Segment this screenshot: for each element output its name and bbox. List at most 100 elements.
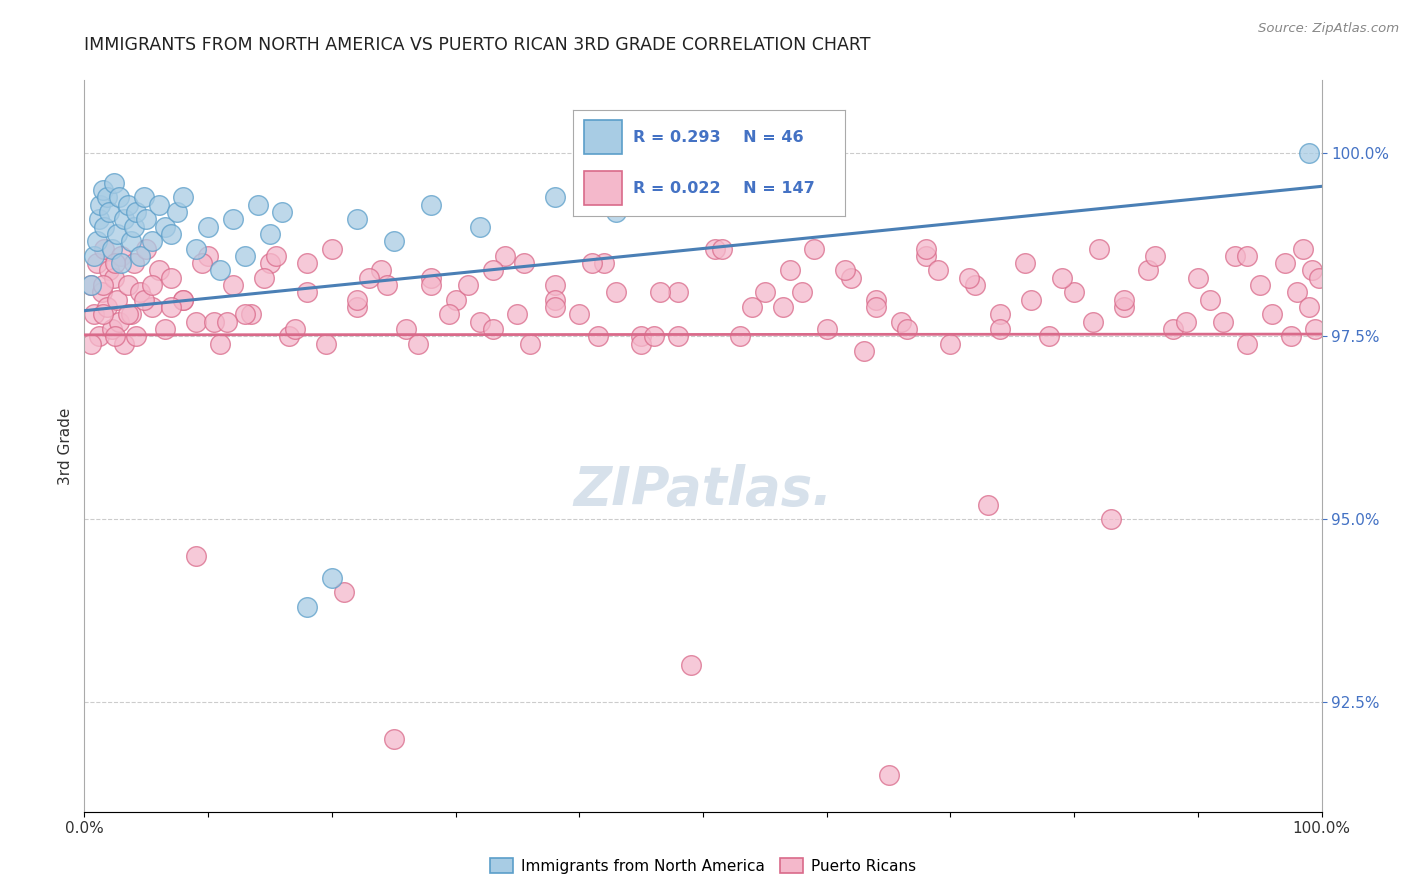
Point [1301, 263, 1323, 277]
Point [93, 242, 115, 256]
Point [395, 322, 418, 336]
Point [105, 227, 128, 241]
Point [1161, 322, 1184, 336]
Point [259, 227, 281, 241]
Point [222, 278, 245, 293]
Point [89, 329, 111, 343]
Point [93, 219, 115, 234]
Text: Source: ZipAtlas.com: Source: ZipAtlas.com [1258, 22, 1399, 36]
Point [1308, 270, 1330, 285]
Point [209, 336, 232, 351]
Point [852, 343, 875, 358]
Point [125, 205, 148, 219]
Point [470, 219, 492, 234]
Point [710, 242, 733, 256]
Point [79, 336, 101, 351]
Point [160, 270, 183, 285]
Point [83, 249, 105, 263]
Point [112, 336, 135, 351]
Point [141, 300, 163, 314]
Point [117, 278, 139, 293]
Point [79, 278, 101, 293]
Point [1143, 249, 1166, 263]
Point [1019, 293, 1042, 307]
Point [333, 585, 356, 599]
Point [939, 336, 962, 351]
Point [1298, 146, 1320, 161]
Point [141, 234, 163, 248]
Point [222, 212, 245, 227]
Point [772, 300, 794, 314]
Point [779, 263, 801, 277]
Point [481, 322, 503, 336]
Point [295, 285, 318, 300]
Point [202, 315, 225, 329]
Point [408, 336, 430, 351]
Point [148, 263, 170, 277]
Point [89, 197, 111, 211]
Point [494, 249, 516, 263]
Point [457, 278, 479, 293]
Point [105, 293, 128, 307]
Point [1112, 293, 1135, 307]
Point [630, 336, 652, 351]
Point [346, 300, 368, 314]
Point [197, 249, 219, 263]
Point [957, 270, 980, 285]
Point [122, 256, 145, 270]
Point [79, 278, 101, 293]
Point [120, 307, 142, 321]
Point [90, 285, 112, 300]
Point [91, 278, 114, 293]
Point [271, 205, 294, 219]
Point [666, 329, 689, 343]
Point [470, 315, 492, 329]
Point [841, 270, 863, 285]
Point [593, 256, 616, 270]
Point [419, 278, 441, 293]
Point [704, 176, 727, 190]
Point [141, 278, 163, 293]
Point [1187, 270, 1209, 285]
Point [419, 270, 441, 285]
Point [988, 322, 1011, 336]
Point [506, 307, 529, 321]
Point [1112, 300, 1135, 314]
Point [877, 768, 900, 782]
Point [233, 249, 256, 263]
Point [184, 549, 207, 563]
Point [1081, 315, 1104, 329]
Point [253, 270, 276, 285]
Point [321, 571, 343, 585]
Point [630, 329, 652, 343]
Point [277, 329, 299, 343]
Point [586, 329, 609, 343]
Point [648, 285, 671, 300]
Point [120, 234, 142, 248]
Point [1088, 242, 1111, 256]
Point [1174, 315, 1197, 329]
Point [370, 263, 392, 277]
Point [914, 249, 936, 263]
Point [377, 278, 399, 293]
Point [103, 270, 125, 285]
Point [666, 285, 689, 300]
Point [284, 322, 307, 336]
Point [419, 197, 441, 211]
Point [439, 307, 461, 321]
Point [914, 242, 936, 256]
Point [1223, 249, 1246, 263]
Point [264, 249, 287, 263]
Point [1212, 315, 1234, 329]
Point [191, 256, 214, 270]
Point [543, 293, 565, 307]
Point [153, 219, 176, 234]
Point [117, 197, 139, 211]
Point [184, 315, 207, 329]
Point [91, 183, 114, 197]
Point [988, 307, 1011, 321]
Point [512, 256, 534, 270]
Point [543, 278, 565, 293]
Point [172, 293, 194, 307]
Point [1249, 278, 1271, 293]
